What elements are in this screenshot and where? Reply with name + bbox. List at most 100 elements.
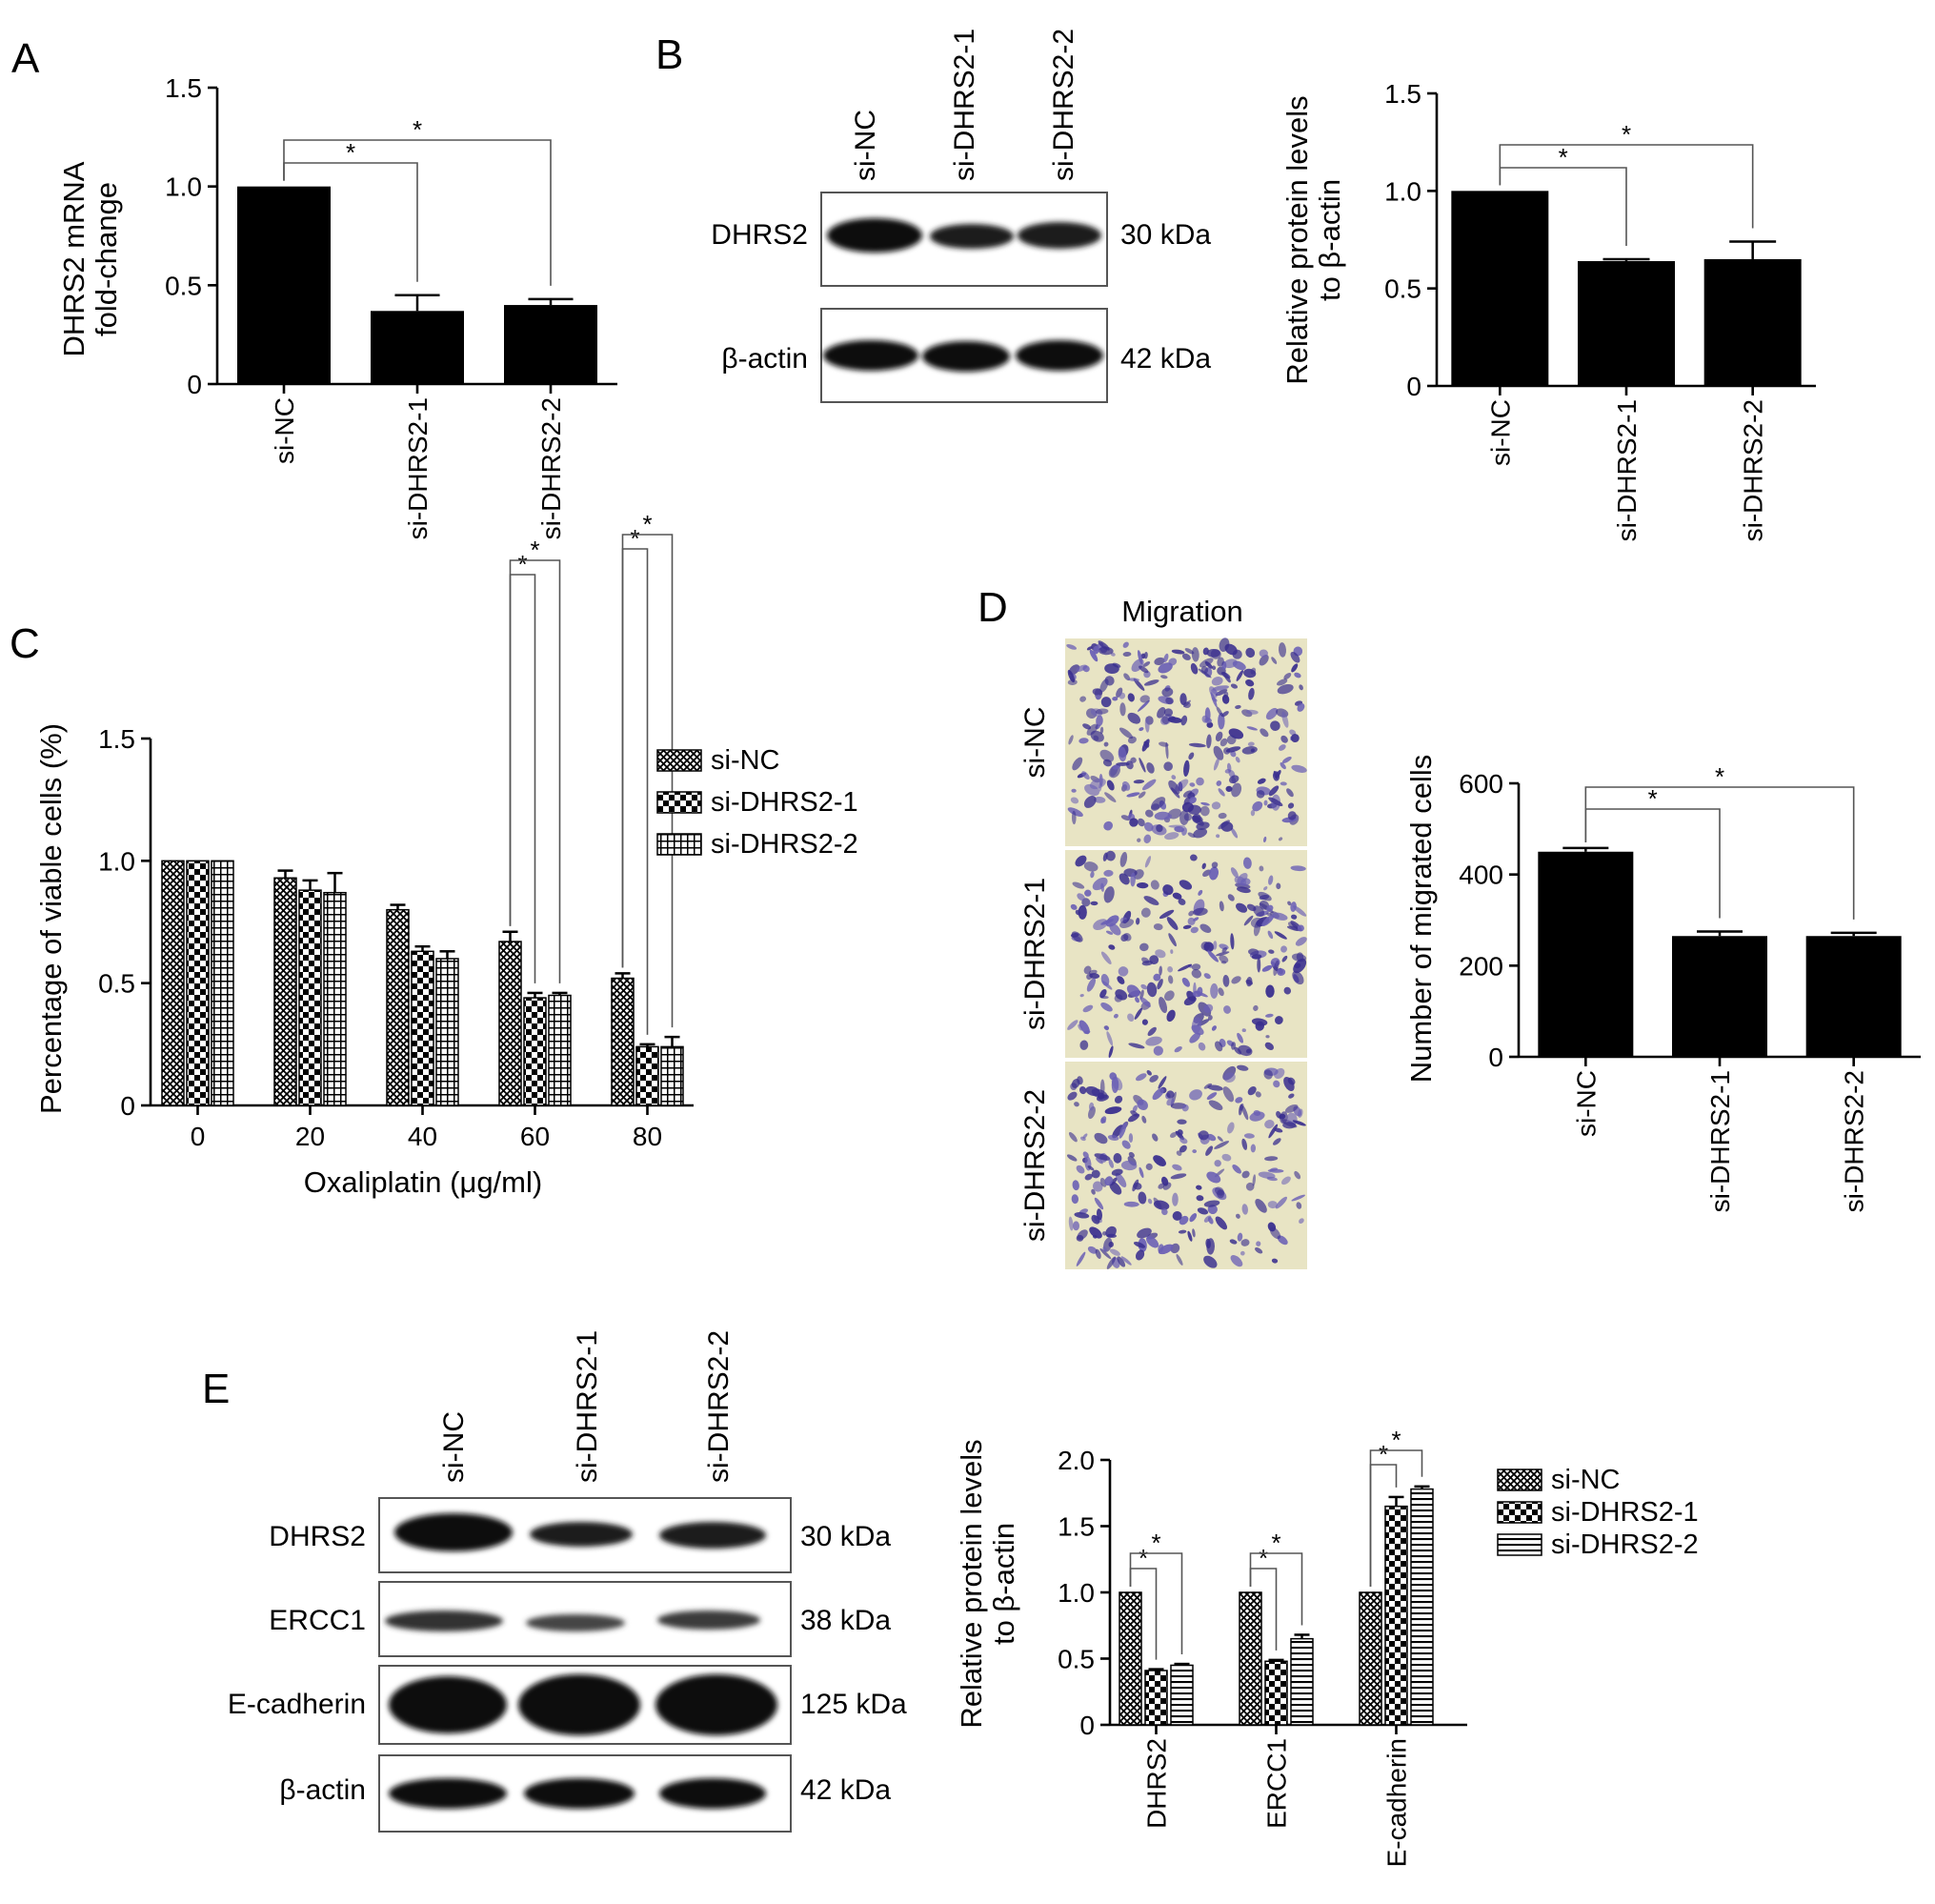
- blot-e-protein-1: DHRS2: [269, 1521, 366, 1552]
- stained-cell: [1155, 949, 1166, 959]
- stained-cell: [1172, 1210, 1182, 1221]
- stained-cell: [1083, 796, 1097, 808]
- stained-cell: [1133, 869, 1144, 880]
- stained-cell: [1203, 1200, 1220, 1207]
- stained-cell: [1070, 903, 1078, 910]
- stained-cell: [1268, 949, 1275, 954]
- stained-cell: [1211, 697, 1218, 702]
- stained-cell: [1285, 1104, 1299, 1113]
- stained-cell: [1115, 1172, 1127, 1187]
- stained-cell: [1198, 1042, 1206, 1051]
- stained-cell: [1162, 1182, 1172, 1190]
- chart-a-ylabel-line1: DHRS2 mRNA: [57, 161, 91, 356]
- stained-cell: [1179, 1144, 1187, 1153]
- blot-e-size-4: 42 kDa: [800, 1774, 891, 1806]
- stained-cell: [1178, 1229, 1187, 1234]
- stained-cell: [1207, 1084, 1223, 1091]
- stained-cell: [1170, 949, 1174, 954]
- stained-cell: [1071, 810, 1077, 825]
- bar: [186, 860, 210, 1106]
- stained-cell: [1153, 1155, 1166, 1166]
- stained-cell: [1086, 973, 1093, 981]
- western-blot-e: si-NC si-DHRS2-1 si-DHRS2-2 DHRS2 30 kDa…: [228, 1330, 907, 1833]
- stained-cell: [1275, 1016, 1283, 1024]
- stained-cell: [1099, 679, 1109, 693]
- stained-cell: [1229, 1239, 1238, 1245]
- stained-cell: [1138, 1191, 1147, 1205]
- micrograph-si-dhrs2-1: [1065, 850, 1307, 1059]
- legend-swatch: [656, 833, 702, 856]
- stained-cell: [1111, 1168, 1123, 1176]
- stained-cell: [1119, 702, 1126, 717]
- stained-cell: [1245, 709, 1259, 715]
- stained-cell: [1290, 651, 1300, 663]
- stained-cell: [1191, 647, 1199, 662]
- stained-cell: [1104, 1176, 1114, 1186]
- stained-cell: [1082, 1133, 1088, 1139]
- stained-cell: [1222, 974, 1230, 987]
- stained-cell: [1127, 693, 1135, 702]
- stained-cell: [1177, 1119, 1187, 1124]
- chart-c-xlabel: Oxaliplatin (μg/ml): [304, 1165, 542, 1199]
- stained-cell: [1241, 1138, 1248, 1150]
- stained-cell: [1196, 1195, 1204, 1202]
- significance-star: *: [1622, 120, 1631, 149]
- blot-e-size-1: 30 kDa: [800, 1521, 891, 1552]
- stained-cell: [1250, 809, 1256, 817]
- stained-cell: [1205, 1145, 1214, 1156]
- stained-cell: [1297, 924, 1304, 932]
- stained-cell: [1077, 893, 1085, 901]
- stained-cell: [1086, 978, 1097, 992]
- stained-cell: [1094, 797, 1106, 803]
- stained-cell: [1097, 1208, 1102, 1221]
- stained-cell: [1103, 820, 1114, 831]
- stained-cell: [1137, 838, 1141, 842]
- stained-cell: [1075, 855, 1087, 867]
- stained-cell: [1225, 785, 1233, 792]
- stained-cell: [1223, 747, 1231, 755]
- y-tick-label: 1.5: [98, 724, 135, 754]
- stained-cell: [1139, 1166, 1144, 1179]
- stained-cell: [1133, 1182, 1142, 1190]
- stained-cell: [1129, 818, 1139, 827]
- significance-bracket: [621, 548, 649, 1035]
- stained-cell: [1095, 1248, 1101, 1260]
- stained-cell: [1272, 912, 1288, 921]
- stained-cell: [1281, 711, 1289, 728]
- stained-cell: [1287, 901, 1292, 906]
- stained-cell: [1261, 915, 1275, 926]
- stained-cell: [1264, 1042, 1274, 1051]
- stained-cell: [1150, 880, 1159, 890]
- stained-cell: [1112, 697, 1119, 701]
- bar: [1578, 261, 1675, 386]
- bar: [1538, 851, 1634, 1057]
- stained-cell: [1147, 1026, 1157, 1037]
- stained-cell: [1183, 699, 1191, 708]
- stained-cell: [1246, 726, 1258, 731]
- stained-cell: [1077, 1229, 1088, 1241]
- stained-cell: [1107, 1134, 1119, 1141]
- stained-cell: [1160, 675, 1168, 679]
- stained-cell: [1288, 1093, 1295, 1099]
- stained-cell: [1143, 834, 1152, 844]
- stained-cell: [1091, 1188, 1096, 1195]
- stained-cell: [1224, 643, 1238, 656]
- stained-cell: [1141, 1115, 1147, 1124]
- stained-cell: [1132, 1104, 1138, 1113]
- stained-cell: [1203, 1255, 1218, 1268]
- y-tick-label: 1.0: [1058, 1578, 1095, 1608]
- stained-cell: [1112, 662, 1121, 668]
- stained-cell: [1167, 966, 1173, 973]
- bar: [523, 997, 547, 1106]
- stained-cell: [1085, 1085, 1100, 1097]
- stained-cell: [1094, 1197, 1104, 1210]
- stained-cell: [1108, 1045, 1114, 1059]
- blot-b-lane-1: si-NC: [850, 110, 881, 181]
- panel-letter-a: A: [11, 35, 40, 82]
- stained-cell: [1103, 869, 1114, 877]
- stained-cell: [1165, 814, 1173, 820]
- stained-cell: [1196, 777, 1204, 786]
- stained-cell: [1099, 1248, 1112, 1260]
- bar: [1144, 1670, 1168, 1726]
- stained-cell: [1172, 1192, 1179, 1206]
